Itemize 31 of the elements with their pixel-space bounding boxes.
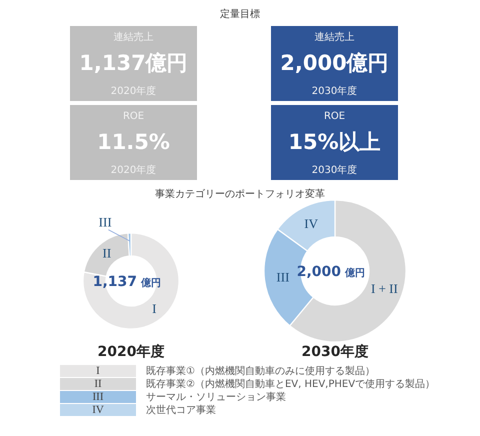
- text: 2020年度: [98, 343, 164, 360]
- text: 事業カテゴリーのポートフォリオ変革: [155, 188, 325, 200]
- text: 既存事業②（内燃機関自動車とEV, HEV,PHEVで使用する製品）: [146, 378, 436, 390]
- category-label: III: [92, 391, 104, 403]
- text: 2030年度: [312, 164, 358, 176]
- slice-label: IV: [304, 216, 319, 232]
- text: 億円: [344, 267, 365, 279]
- text: 2,000: [296, 264, 342, 280]
- text: 2,000億円: [280, 51, 389, 75]
- text: サーマル・ソリューション事業: [146, 391, 286, 403]
- slice-label: I: [152, 301, 156, 316]
- slice-label: I + II: [370, 280, 398, 296]
- text: 次世代コア事業: [146, 404, 216, 416]
- slice-label: III: [276, 270, 290, 285]
- text: 連結売上: [314, 31, 354, 43]
- donut-slice: [82, 232, 180, 330]
- text: 2030年度: [302, 343, 368, 360]
- category-label: I: [96, 365, 100, 377]
- text: 15%以上: [288, 130, 381, 154]
- slice-label: II: [102, 246, 112, 261]
- category-label: IV: [92, 404, 104, 416]
- text: 1,137: [92, 274, 137, 290]
- text: 億円: [140, 277, 161, 289]
- text: 定量目標: [220, 8, 260, 20]
- text: 2030年度: [312, 85, 358, 97]
- text: 11.5%: [97, 130, 170, 154]
- text: ROE: [324, 111, 346, 122]
- slice-label: III: [98, 214, 112, 230]
- text: 既存事業①（内燃機関自動車のみに使用する製品）: [146, 365, 375, 377]
- text: 1,137億円: [79, 51, 188, 75]
- category-label: II: [94, 378, 102, 390]
